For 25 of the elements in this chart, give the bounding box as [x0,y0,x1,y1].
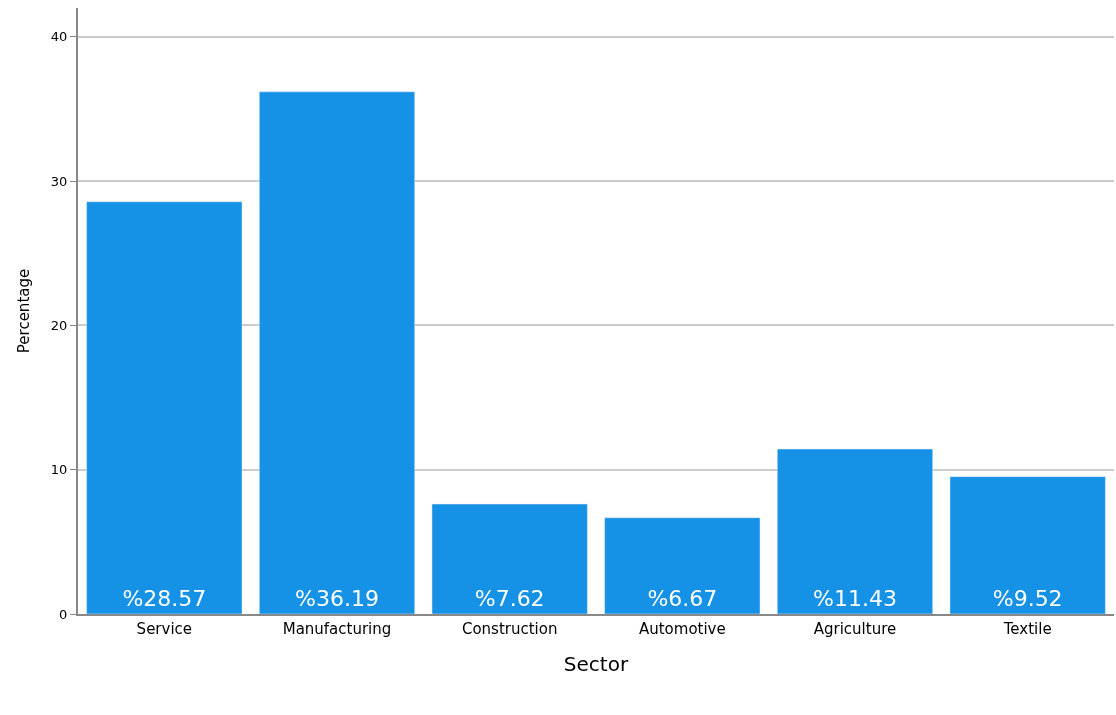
y-axis-title: Percentage [14,268,33,354]
x-tick-label: Manufacturing [282,620,392,638]
x-tick-label: Agriculture [813,620,897,638]
y-tick-label: 10 [50,462,68,478]
x-tick-label: Automotive [638,620,726,638]
bar [604,517,761,614]
data-label: %9.52 [992,586,1063,611]
x-axis-title: Sector [563,652,629,676]
y-tick-label: 0 [59,606,68,622]
x-tick-label: Service [136,620,193,638]
y-tick-label: 20 [50,317,68,333]
data-label: %28.57 [122,586,207,611]
y-tick-label: 40 [50,29,68,45]
data-label: %6.67 [647,586,718,611]
data-label: %36.19 [295,586,379,611]
y-tick-label: 30 [50,173,68,189]
bar [777,448,933,614]
bar [431,503,588,614]
x-tick-label: Textile [1002,620,1052,638]
bar [949,476,1106,614]
data-label: %7.62 [474,586,545,611]
data-label: %11.43 [813,586,897,611]
x-tick-label: Construction [461,620,558,638]
bar [86,201,243,614]
bar [259,91,415,614]
